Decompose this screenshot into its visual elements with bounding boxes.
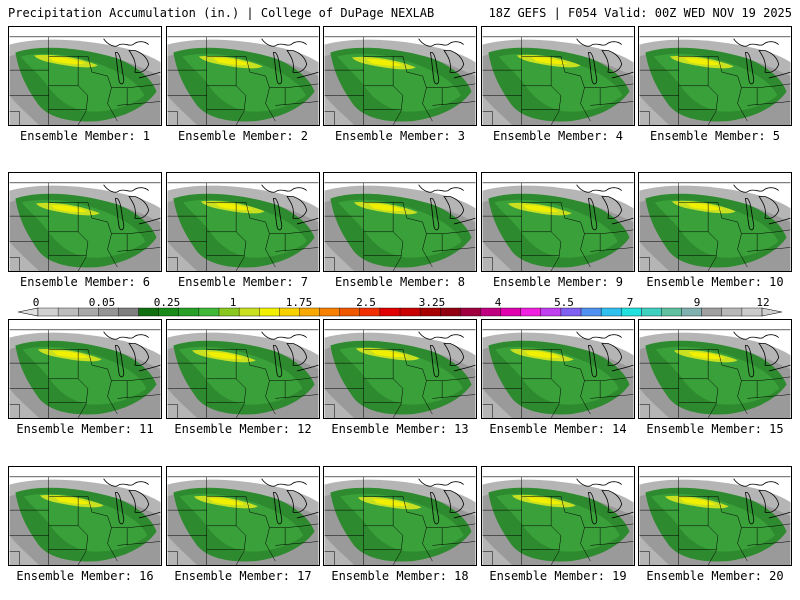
ensemble-member-label: Ensemble Member: 8 bbox=[334, 275, 466, 289]
colorbar-tick-label: 1 bbox=[229, 296, 237, 309]
colorbar-tick-label: 0 bbox=[32, 296, 40, 309]
ensemble-panel-13[interactable]: Ensemble Member: 13 bbox=[323, 319, 477, 436]
colorbar-tick-label: 0.05 bbox=[88, 296, 116, 309]
colorbar-tick-label: 5.5 bbox=[554, 296, 574, 309]
precip-map bbox=[638, 319, 792, 419]
precip-map bbox=[638, 466, 792, 566]
ensemble-panel-3[interactable]: Ensemble Member: 3 bbox=[323, 26, 477, 143]
ensemble-panel-18[interactable]: Ensemble Member: 18 bbox=[323, 466, 477, 583]
ensemble-panel-17[interactable]: Ensemble Member: 17 bbox=[166, 466, 320, 583]
colorbar-tick-label: 12 bbox=[756, 296, 770, 309]
ensemble-member-label: Ensemble Member: 17 bbox=[174, 569, 312, 583]
ensemble-panel-8[interactable]: Ensemble Member: 8 bbox=[323, 172, 477, 289]
ensemble-member-label: Ensemble Member: 20 bbox=[646, 569, 784, 583]
precip-map bbox=[166, 172, 320, 272]
colorbar-tick-label: 0.25 bbox=[153, 296, 181, 309]
ensemble-member-label: Ensemble Member: 15 bbox=[646, 422, 784, 436]
precip-map bbox=[8, 466, 162, 566]
ensemble-member-label: Ensemble Member: 1 bbox=[19, 129, 151, 143]
precip-map bbox=[166, 319, 320, 419]
ensemble-member-label: Ensemble Member: 3 bbox=[334, 129, 466, 143]
ensemble-member-label: Ensemble Member: 13 bbox=[331, 422, 469, 436]
precip-map bbox=[481, 466, 635, 566]
precip-map bbox=[323, 466, 477, 566]
ensemble-panel-9[interactable]: Ensemble Member: 9 bbox=[481, 172, 635, 289]
colorbar-tick-label: 3.25 bbox=[418, 296, 446, 309]
precip-map bbox=[323, 26, 477, 126]
colorbar-tick-label: 2.5 bbox=[356, 296, 376, 309]
ensemble-member-label: Ensemble Member: 5 bbox=[649, 129, 781, 143]
ensemble-panel-16[interactable]: Ensemble Member: 16 bbox=[8, 466, 162, 583]
ensemble-panel-15[interactable]: Ensemble Member: 15 bbox=[638, 319, 792, 436]
precip-colorbar bbox=[17, 307, 783, 317]
ensemble-member-label: Ensemble Member: 11 bbox=[16, 422, 154, 436]
ensemble-panel-12[interactable]: Ensemble Member: 12 bbox=[166, 319, 320, 436]
precip-map bbox=[481, 26, 635, 126]
precip-map bbox=[638, 26, 792, 126]
precip-map bbox=[481, 319, 635, 419]
ensemble-panel-6[interactable]: Ensemble Member: 6 bbox=[8, 172, 162, 289]
ensemble-member-label: Ensemble Member: 14 bbox=[489, 422, 627, 436]
ensemble-panel-2[interactable]: Ensemble Member: 2 bbox=[166, 26, 320, 143]
colorbar-tick-label: 7 bbox=[626, 296, 634, 309]
ensemble-member-label: Ensemble Member: 18 bbox=[331, 569, 469, 583]
run-valid-time: 18Z GEFS | F054 Valid: 00Z WED NOV 19 20… bbox=[488, 6, 792, 20]
precip-map bbox=[8, 319, 162, 419]
ensemble-panel-14[interactable]: Ensemble Member: 14 bbox=[481, 319, 635, 436]
colorbar-over-arrow bbox=[761, 307, 783, 317]
ensemble-panel-7[interactable]: Ensemble Member: 7 bbox=[166, 172, 320, 289]
colorbar-tick-label: 4 bbox=[494, 296, 502, 309]
precip-map bbox=[8, 172, 162, 272]
ensemble-panel-20[interactable]: Ensemble Member: 20 bbox=[638, 466, 792, 583]
precip-map bbox=[166, 26, 320, 126]
ensemble-panel-4[interactable]: Ensemble Member: 4 bbox=[481, 26, 635, 143]
ensemble-member-label: Ensemble Member: 9 bbox=[492, 275, 624, 289]
page-title: Precipitation Accumulation (in.) | Colle… bbox=[8, 6, 435, 20]
colorbar-tick-label: 9 bbox=[693, 296, 701, 309]
ensemble-member-label: Ensemble Member: 2 bbox=[177, 129, 309, 143]
ensemble-member-label: Ensemble Member: 19 bbox=[489, 569, 627, 583]
ensemble-member-label: Ensemble Member: 6 bbox=[19, 275, 151, 289]
ensemble-member-label: Ensemble Member: 4 bbox=[492, 129, 624, 143]
ensemble-member-label: Ensemble Member: 10 bbox=[646, 275, 784, 289]
precip-map bbox=[8, 26, 162, 126]
ensemble-panel-1[interactable]: Ensemble Member: 1 bbox=[8, 26, 162, 143]
ensemble-member-label: Ensemble Member: 7 bbox=[177, 275, 309, 289]
precip-map bbox=[166, 466, 320, 566]
ensemble-panel-5[interactable]: Ensemble Member: 5 bbox=[638, 26, 792, 143]
ensemble-member-label: Ensemble Member: 16 bbox=[16, 569, 154, 583]
precip-map bbox=[638, 172, 792, 272]
ensemble-member-label: Ensemble Member: 12 bbox=[174, 422, 312, 436]
ensemble-panel-11[interactable]: Ensemble Member: 11 bbox=[8, 319, 162, 436]
colorbar-labels: 0 0.05 0.25 1 1.75 2.5 3.25 4 5.5 7 9 12 bbox=[10, 296, 790, 320]
precip-map bbox=[323, 319, 477, 419]
ensemble-panel-19[interactable]: Ensemble Member: 19 bbox=[481, 466, 635, 583]
precip-map bbox=[481, 172, 635, 272]
colorbar-tick-label: 1.75 bbox=[285, 296, 313, 309]
precip-map bbox=[323, 172, 477, 272]
ensemble-panel-10[interactable]: Ensemble Member: 10 bbox=[638, 172, 792, 289]
